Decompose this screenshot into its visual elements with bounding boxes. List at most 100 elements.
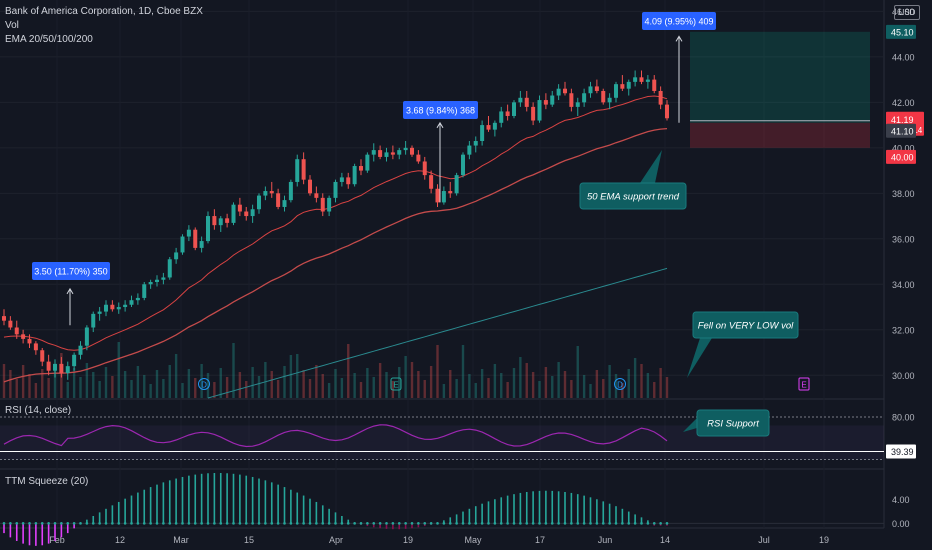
volume-bar: [455, 379, 458, 398]
ttm-squeeze-dot: [321, 522, 325, 525]
candle-body: [110, 304, 115, 310]
candle-body: [72, 354, 77, 367]
ttm-histogram-bar: [321, 505, 324, 524]
candle-body: [403, 147, 408, 151]
ttm-histogram-bar: [15, 523, 18, 541]
ttm-squeeze-dot: [423, 522, 427, 525]
ttm-squeeze-dot: [429, 522, 433, 525]
rsi-value-tag: 39.39: [891, 447, 914, 457]
candle-body: [295, 159, 300, 182]
ttm-squeeze-dot: [193, 522, 197, 525]
ttm-histogram-bar: [589, 497, 592, 524]
ttm-squeeze-dot: [665, 522, 669, 525]
candle-body: [237, 204, 242, 212]
volume-bar: [519, 357, 522, 398]
ema-support-callout-bg: [579, 182, 687, 210]
volume-bar: [168, 365, 171, 398]
candle-body: [518, 97, 523, 103]
ttm-histogram-bar: [411, 523, 413, 529]
candle-body: [505, 111, 510, 116]
currency-badge[interactable]: USD: [894, 5, 920, 20]
ttm-squeeze-dot: [550, 522, 554, 525]
candle-body: [658, 90, 663, 105]
volume-bar: [321, 374, 324, 398]
ttm-squeeze-dot: [155, 522, 159, 525]
ttm-squeeze-dot: [621, 522, 624, 525]
candle-body: [435, 188, 440, 203]
vol-legend[interactable]: Vol: [5, 20, 19, 31]
ttm-histogram-bar: [270, 482, 273, 524]
ttm-squeeze-dot: [85, 522, 89, 525]
low-vol-callout: Fell on VERY LOW vol: [698, 321, 794, 332]
candle-body: [614, 84, 618, 98]
ttm-squeeze-dot: [206, 522, 210, 525]
ttm-squeeze-dot: [289, 522, 293, 525]
ttm-squeeze-dot: [117, 522, 121, 525]
candle-body: [104, 304, 108, 312]
ttm-squeeze-dot: [461, 522, 465, 525]
symbol-title[interactable]: Bank of America Corporation, 1D, Cboe BZ…: [5, 6, 203, 17]
ttm-histogram-bar: [366, 523, 369, 527]
volume-bar: [544, 367, 548, 398]
candle-body: [620, 84, 625, 89]
volume-bar: [308, 379, 312, 398]
candle-body: [378, 150, 383, 157]
ttm-histogram-bar: [219, 472, 222, 524]
ttm-squeeze-dot: [219, 522, 223, 525]
ttm-squeeze-dot: [378, 522, 382, 525]
candle-body: [33, 343, 38, 351]
ttm-histogram-bar: [513, 494, 515, 524]
candle-body: [601, 90, 606, 103]
volume-bar: [296, 354, 299, 398]
ttm-squeeze-dot: [538, 522, 541, 525]
volume-bar: [385, 372, 388, 398]
candle-body: [142, 284, 147, 298]
volume-bar: [506, 382, 509, 398]
ttm-squeeze-dot: [264, 522, 267, 525]
candle-body: [123, 304, 128, 308]
candle-body: [40, 350, 45, 362]
ttm-histogram-bar: [627, 511, 630, 524]
volume-bar: [194, 378, 197, 398]
volume-bar: [480, 369, 484, 398]
volume-bar: [436, 345, 439, 398]
candle-body: [359, 166, 363, 171]
ttm-histogram-bar: [200, 473, 203, 524]
volume-bar: [174, 354, 178, 398]
volume-bar: [28, 374, 31, 398]
volume-bar: [378, 363, 382, 398]
ttm-squeeze-dot: [582, 522, 586, 525]
candle-body: [91, 313, 96, 328]
callout-pointer: [640, 150, 662, 183]
volume-bar: [117, 342, 120, 398]
ttm-legend[interactable]: TTM Squeeze (20): [5, 476, 89, 487]
volume-bar: [442, 384, 446, 398]
ttm-squeeze-dot: [34, 522, 38, 525]
ttm-squeeze-dot: [480, 522, 484, 525]
ttm-squeeze-dot: [512, 522, 516, 525]
earnings-marker: [390, 377, 402, 391]
candle-body: [174, 252, 179, 260]
price-tick-label: 44.00: [892, 52, 915, 62]
volume-bar: [487, 378, 490, 398]
volume-bar: [461, 345, 465, 398]
candle-body: [46, 361, 51, 371]
candle-body: [155, 279, 159, 283]
ttm-squeeze-dot: [417, 522, 420, 525]
time-tick-label: 12: [115, 535, 125, 545]
volume-bar: [92, 372, 95, 398]
ttm-histogram-bar: [98, 512, 101, 524]
ttm-squeeze-dot: [200, 522, 203, 525]
ttm-histogram-bar: [194, 474, 197, 524]
rsi-legend[interactable]: RSI (14, close): [5, 405, 72, 416]
ttm-squeeze-dot: [79, 522, 82, 525]
volume-bar: [72, 368, 76, 398]
ttm-histogram-bar: [634, 514, 636, 524]
ema-legend[interactable]: EMA 20/50/100/200: [5, 34, 93, 45]
ttm-histogram-bar: [608, 503, 611, 524]
ttm-histogram-bar: [449, 517, 452, 524]
volume-bar: [353, 373, 356, 398]
candle-body: [645, 79, 650, 82]
volume-bar: [372, 377, 375, 398]
